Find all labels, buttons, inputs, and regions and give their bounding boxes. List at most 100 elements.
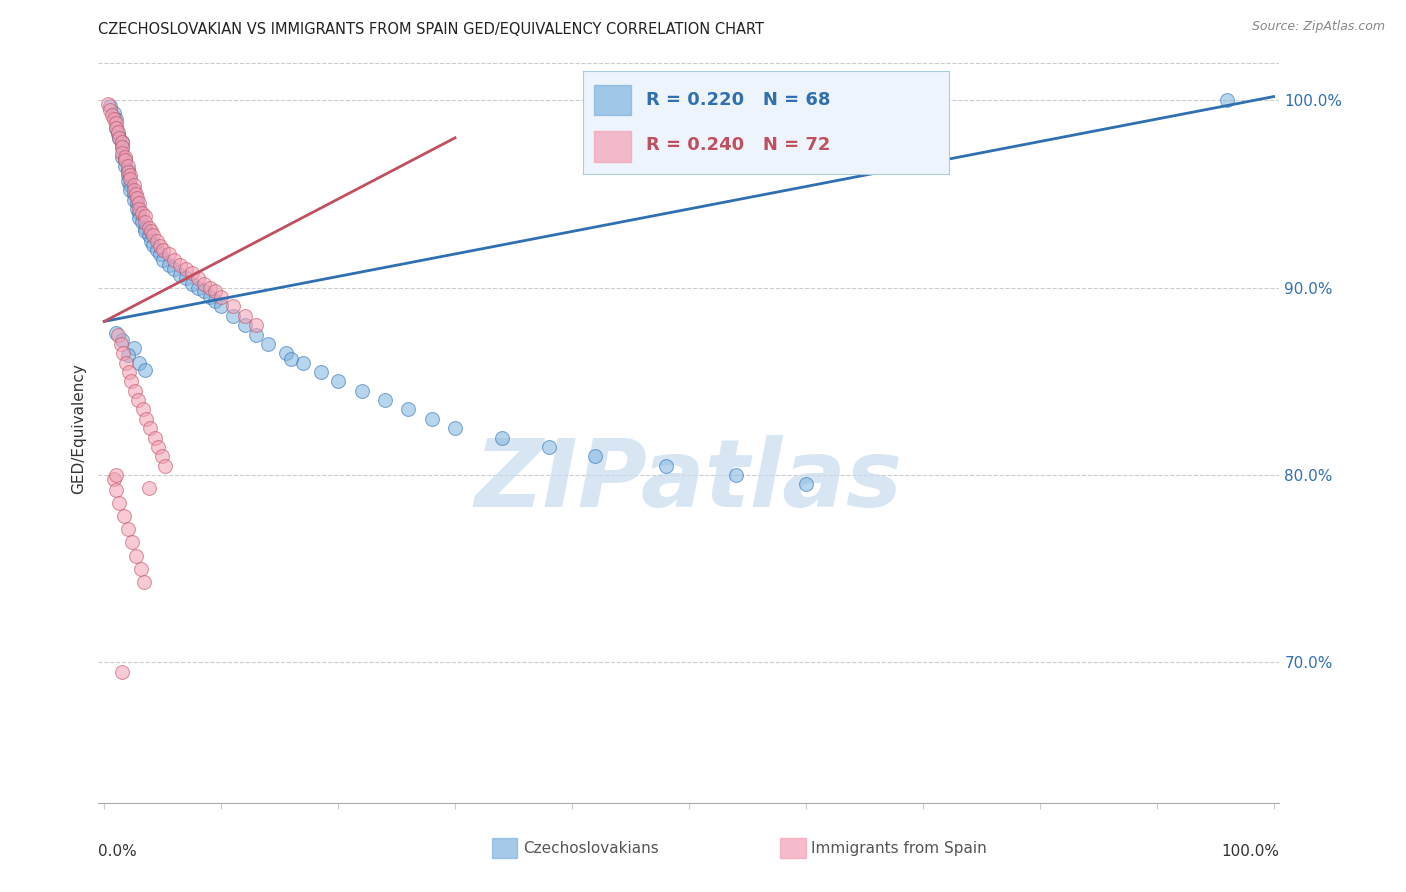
- Point: [111, 333, 134, 347]
- Point: [114, 153, 136, 168]
- Point: [128, 196, 150, 211]
- Point: [198, 280, 221, 294]
- Point: [187, 271, 209, 285]
- Point: [103, 106, 125, 120]
- Point: [138, 220, 160, 235]
- Point: [257, 336, 280, 351]
- Point: [98, 99, 121, 113]
- Point: [121, 535, 143, 549]
- Text: R = 0.220   N = 68: R = 0.220 N = 68: [645, 91, 830, 109]
- Point: [193, 277, 215, 291]
- Text: 100.0%: 100.0%: [1222, 844, 1279, 859]
- Point: [132, 402, 155, 417]
- Point: [114, 153, 136, 168]
- Point: [117, 174, 139, 188]
- Point: [117, 162, 139, 177]
- Point: [125, 196, 148, 211]
- Point: [174, 261, 197, 276]
- Point: [169, 268, 191, 282]
- Point: [146, 243, 169, 257]
- Point: [107, 125, 129, 139]
- Point: [98, 103, 121, 117]
- Point: [233, 309, 256, 323]
- Point: [163, 252, 186, 267]
- Text: Source: ZipAtlas.com: Source: ZipAtlas.com: [1251, 20, 1385, 33]
- Point: [1216, 93, 1239, 107]
- Point: [111, 665, 134, 679]
- Point: [124, 384, 146, 398]
- Point: [350, 384, 373, 398]
- Point: [118, 365, 141, 379]
- Point: [111, 135, 134, 149]
- Point: [583, 449, 606, 463]
- Point: [104, 467, 127, 482]
- Point: [146, 440, 169, 454]
- Point: [204, 285, 226, 299]
- Point: [125, 549, 148, 563]
- Point: [118, 172, 141, 186]
- Point: [163, 261, 186, 276]
- Point: [374, 392, 396, 407]
- Point: [135, 412, 157, 426]
- Y-axis label: GED/Equivalency: GED/Equivalency: [72, 363, 87, 493]
- Point: [118, 168, 141, 183]
- Point: [111, 145, 134, 160]
- Point: [107, 327, 129, 342]
- Point: [125, 202, 148, 216]
- Text: CZECHOSLOVAKIAN VS IMMIGRANTS FROM SPAIN GED/EQUIVALENCY CORRELATION CHART: CZECHOSLOVAKIAN VS IMMIGRANTS FROM SPAIN…: [98, 22, 765, 37]
- Point: [142, 228, 165, 243]
- Point: [104, 112, 127, 126]
- Point: [149, 239, 172, 253]
- Point: [112, 509, 135, 524]
- Point: [117, 168, 139, 183]
- Point: [129, 561, 152, 575]
- Text: ZIPatlas: ZIPatlas: [475, 434, 903, 526]
- Point: [152, 252, 174, 267]
- Point: [292, 355, 315, 369]
- Point: [209, 299, 232, 313]
- Point: [209, 290, 232, 304]
- Point: [111, 140, 134, 154]
- Point: [274, 346, 297, 360]
- Point: [128, 211, 150, 226]
- Point: [193, 285, 215, 299]
- Point: [104, 483, 127, 497]
- Point: [111, 150, 134, 164]
- Point: [118, 183, 141, 197]
- Point: [114, 150, 136, 164]
- Bar: [595, 131, 631, 161]
- Point: [107, 127, 129, 141]
- Point: [157, 258, 180, 272]
- Point: [122, 183, 145, 197]
- Point: [117, 159, 139, 173]
- Point: [97, 97, 120, 112]
- Point: [127, 392, 149, 407]
- Point: [326, 374, 349, 388]
- Text: Czechoslovakians: Czechoslovakians: [523, 841, 659, 855]
- Point: [134, 220, 156, 235]
- Point: [198, 290, 221, 304]
- Point: [131, 215, 153, 229]
- Point: [122, 193, 145, 207]
- Point: [122, 187, 145, 202]
- Point: [139, 421, 162, 435]
- Point: [132, 574, 155, 589]
- Point: [101, 108, 124, 122]
- Point: [134, 363, 156, 377]
- Point: [111, 346, 134, 360]
- Point: [396, 402, 419, 417]
- Text: R = 0.240   N = 72: R = 0.240 N = 72: [645, 136, 830, 154]
- Point: [110, 336, 132, 351]
- Point: [233, 318, 256, 333]
- Point: [146, 234, 169, 248]
- Point: [152, 243, 174, 257]
- Point: [150, 449, 173, 463]
- Point: [134, 215, 156, 229]
- Point: [174, 271, 197, 285]
- Point: [117, 164, 139, 178]
- Point: [138, 228, 160, 243]
- Point: [537, 440, 560, 454]
- Point: [245, 327, 267, 342]
- Point: [794, 477, 817, 491]
- Point: [104, 326, 127, 340]
